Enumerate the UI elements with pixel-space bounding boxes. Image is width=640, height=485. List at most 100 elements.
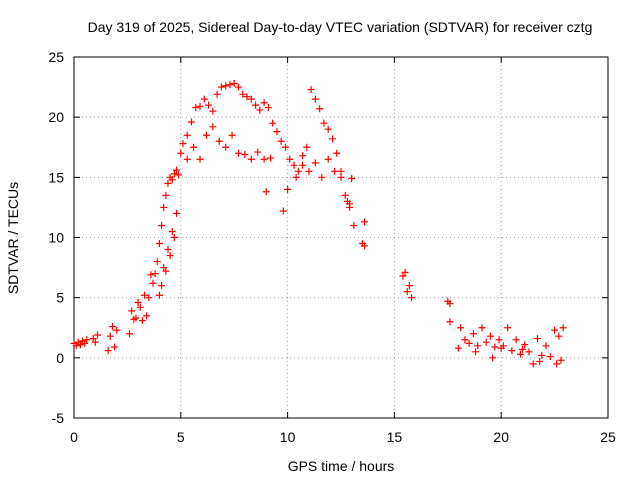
data-point: [177, 149, 185, 157]
x-tick-label: 25: [600, 429, 616, 445]
data-point: [504, 324, 512, 332]
data-point: [187, 118, 195, 126]
data-point: [277, 137, 285, 145]
y-tick-label: 5: [56, 290, 64, 306]
data-point: [555, 332, 563, 340]
x-tick-label: 10: [280, 429, 296, 445]
data-point: [348, 175, 356, 183]
data-point: [337, 173, 345, 181]
data-point: [113, 326, 121, 334]
data-point: [230, 79, 238, 87]
data-point: [324, 125, 332, 133]
data-point: [350, 221, 358, 229]
x-tick-label: 0: [70, 429, 78, 445]
data-point: [478, 324, 486, 332]
grid-lines: [74, 57, 608, 418]
data-point: [164, 179, 172, 187]
x-axis-label: GPS time / hours: [288, 458, 395, 474]
data-point: [158, 282, 166, 290]
data-point: [158, 221, 166, 229]
data-point: [247, 95, 255, 103]
data-point: [273, 128, 281, 136]
data-point: [495, 336, 503, 344]
data-point: [190, 143, 198, 151]
data-point: [405, 282, 413, 290]
data-point: [168, 176, 176, 184]
data-point: [196, 155, 204, 163]
data-point: [262, 188, 270, 196]
data-point: [179, 140, 187, 148]
data-points: [70, 79, 567, 368]
data-point: [134, 298, 142, 306]
data-point: [153, 258, 161, 266]
y-tick-label: 25: [48, 49, 64, 65]
data-point: [279, 207, 287, 215]
data-point: [557, 356, 565, 364]
data-point: [551, 326, 559, 334]
data-point: [299, 161, 307, 169]
data-point: [399, 272, 407, 280]
data-point: [241, 150, 249, 158]
data-point: [155, 240, 163, 248]
data-point: [512, 336, 520, 344]
data-point: [536, 357, 544, 365]
data-point: [360, 218, 368, 226]
data-point: [202, 131, 210, 139]
data-point: [316, 105, 324, 113]
data-point: [89, 335, 97, 343]
data-point: [254, 148, 262, 156]
data-point: [333, 149, 341, 157]
data-point: [83, 336, 91, 344]
data-point: [346, 200, 354, 208]
data-point: [183, 131, 191, 139]
data-point: [76, 341, 84, 349]
data-point: [546, 353, 554, 361]
data-point: [111, 343, 119, 351]
data-point: [311, 159, 319, 167]
data-point: [132, 314, 140, 322]
data-point: [324, 155, 332, 163]
data-point: [521, 341, 529, 349]
y-axis-label: SDTVAR / TECUs: [5, 182, 21, 294]
data-point: [143, 312, 151, 320]
data-point: [538, 351, 546, 359]
data-point: [217, 83, 225, 91]
y-tick-label: -5: [52, 410, 65, 426]
data-point: [168, 227, 176, 235]
axis-ticks: 0 5 10 15 20 25 -5 0 5 10 15 20 25: [48, 49, 616, 445]
data-point: [446, 318, 454, 326]
data-point: [162, 191, 170, 199]
data-point: [286, 155, 294, 163]
data-point: [81, 339, 89, 347]
data-point: [164, 246, 172, 254]
data-point: [534, 335, 542, 343]
data-point: [136, 303, 144, 311]
data-point: [196, 102, 204, 110]
data-point: [166, 252, 174, 260]
data-point: [234, 83, 242, 91]
data-point: [553, 360, 561, 368]
x-tick-label: 15: [387, 429, 403, 445]
y-tick-label: 10: [48, 230, 64, 246]
data-point: [457, 324, 465, 332]
data-point: [160, 203, 168, 211]
data-point: [128, 307, 136, 315]
data-point: [508, 347, 516, 355]
data-point: [160, 264, 168, 272]
data-point: [284, 185, 292, 193]
data-point: [93, 331, 101, 339]
data-point: [307, 85, 315, 93]
data-point: [173, 166, 181, 174]
data-point: [108, 323, 116, 331]
data-point: [525, 348, 533, 356]
data-point: [170, 170, 178, 178]
chart-title: Day 319 of 2025, Sidereal Day-to-day VTE…: [88, 19, 593, 35]
data-point: [559, 324, 567, 332]
data-point: [446, 300, 454, 308]
data-point: [162, 267, 170, 275]
data-point: [155, 291, 163, 299]
data-point: [222, 82, 230, 90]
data-point: [294, 167, 302, 175]
data-point: [461, 336, 469, 344]
